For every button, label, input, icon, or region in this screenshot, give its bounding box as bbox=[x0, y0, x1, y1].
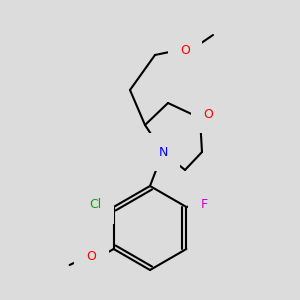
Text: O: O bbox=[203, 107, 213, 121]
Text: N: N bbox=[158, 146, 168, 158]
Text: O: O bbox=[180, 44, 190, 56]
Text: Cl: Cl bbox=[89, 199, 102, 212]
Text: O: O bbox=[87, 250, 97, 263]
Text: F: F bbox=[201, 199, 208, 212]
